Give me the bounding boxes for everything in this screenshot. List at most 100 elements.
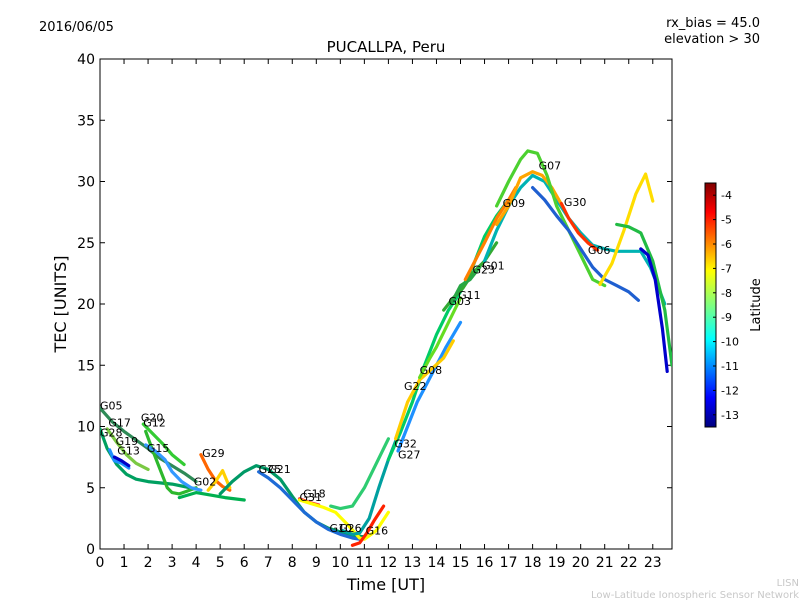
colorbar-label: Latitude [749, 278, 764, 332]
y-tick-label: 0 [86, 542, 95, 558]
satellite-label: G20 [141, 412, 164, 425]
series-line-g30-28 [559, 202, 600, 252]
satellite-label: G02 [194, 475, 217, 488]
y-tick-label: 40 [77, 52, 95, 68]
x-tick-label: 1 [120, 555, 129, 571]
elevation-label: elevation > 30 [664, 32, 760, 47]
y-tick-label: 5 [86, 481, 95, 497]
x-tick-label: 22 [620, 555, 638, 571]
colorbar-tick-label: -10 [721, 336, 739, 349]
colorbar-tick-label: -8 [721, 287, 732, 300]
satellite-label: G27 [398, 448, 421, 461]
satellite-label: G21 [268, 463, 291, 476]
satellite-label: G30 [564, 196, 587, 209]
satellite-label: G06 [588, 244, 611, 257]
x-tick-label: 18 [524, 555, 542, 571]
series-line-g02-8 [177, 491, 246, 502]
x-tick-label: 7 [264, 555, 273, 571]
x-tick-label: 3 [168, 555, 177, 571]
satellite-label: G31 [299, 491, 322, 504]
x-tick-label: 15 [452, 555, 470, 571]
satellite-label: G25 [259, 463, 282, 476]
x-axis-label: Time [UT] [346, 575, 425, 594]
colorbar-tick-label: -12 [721, 384, 739, 397]
x-tick-label: 20 [572, 555, 590, 571]
colorbar-tick-label: -11 [721, 360, 739, 373]
colorbar-tick-label: -4 [721, 189, 732, 202]
satellite-label: G05 [100, 399, 123, 412]
series-line-g23-24 [463, 186, 518, 282]
date-label: 2016/06/05 [39, 20, 114, 35]
satellite-label: G23 [473, 263, 496, 276]
series-line-g10-15 [329, 437, 390, 511]
satellite-label: G01 [482, 260, 505, 273]
x-tick-label: 5 [216, 555, 225, 571]
x-tick-label: 8 [288, 555, 297, 571]
colorbar-tick-label: -6 [721, 238, 732, 251]
series-line-g31-14 [297, 498, 390, 541]
series-line-g13-4 [112, 455, 131, 468]
satellite-label: G22 [404, 380, 427, 393]
y-tick-label: 20 [77, 297, 95, 313]
y-tick-label: 30 [77, 175, 95, 191]
satellite-label: G29 [202, 447, 225, 460]
satellite-label: G16 [366, 524, 389, 537]
satellite-label: G09 [503, 197, 526, 210]
x-tick-label: 23 [644, 555, 662, 571]
x-tick-label: 21 [596, 555, 614, 571]
series-line-g08-21 [418, 296, 463, 380]
x-tick-label: 17 [500, 555, 518, 571]
x-tick-label: 10 [331, 555, 349, 571]
series-layer [100, 149, 672, 547]
org-long-credit: Low-Latitude Ionospheric Sensor Network [591, 590, 799, 600]
satellite-label: G18 [303, 488, 326, 501]
satellite-label: G03 [448, 295, 471, 308]
colorbar-tick-label: -9 [721, 311, 732, 324]
series-line-g32-18 [386, 198, 511, 462]
colorbar-tick-label: -13 [721, 409, 739, 422]
series-line-g24-10 [206, 469, 232, 492]
x-tick-label: 13 [404, 555, 422, 571]
rx-bias-label: rx_bias = 45.0 [666, 16, 760, 31]
x-tick-label: 12 [379, 555, 397, 571]
x-tick-label: 14 [428, 555, 446, 571]
series-line-g05-0 [100, 406, 198, 484]
org-short-credit: LISN [777, 578, 799, 589]
y-tick-label: 25 [77, 236, 95, 252]
series-line-g10-31 [615, 222, 672, 367]
x-tick-label: 11 [355, 555, 373, 571]
series-line-g16-32 [639, 247, 669, 373]
colorbar-tick-label: -5 [721, 214, 732, 227]
series-line-g20-5 [141, 422, 186, 467]
satellite-label: G12 [143, 417, 166, 430]
chart-title: PUCALLPA, Peru [327, 38, 446, 56]
series-line-g19-3 [107, 448, 131, 470]
series-line-g12-6 [144, 429, 198, 496]
series-line-g06-29 [530, 186, 641, 302]
series-line-g21-12 [257, 470, 362, 541]
colorbar-tick-label: -7 [721, 262, 732, 275]
series-line-g17-2 [105, 427, 150, 471]
x-tick-label: 16 [476, 555, 494, 571]
series-line-g15-7 [144, 443, 203, 492]
x-tick-label: 9 [312, 555, 321, 571]
colorbar [704, 182, 717, 428]
satellite-label: G32 [394, 437, 417, 450]
satellite-label: G28 [100, 426, 123, 439]
satellite-label: G08 [420, 364, 443, 377]
series-line-g11-23 [449, 265, 482, 306]
satellite-label: G17 [108, 417, 131, 430]
satellite-label: G26 [339, 522, 362, 535]
series-line-g22-20 [394, 339, 455, 441]
series-line-g27-19 [396, 320, 463, 453]
x-tick-label: 0 [96, 555, 105, 571]
series-line-g16-17 [350, 504, 386, 547]
series-line-g01-25 [482, 173, 667, 306]
satellite-label: G19 [116, 435, 139, 448]
colorbar-ticks: -4 -5 -6 -7 -8 -9 -10 -11 -12 -13 [713, 189, 739, 422]
x-tick-label: 19 [548, 555, 566, 571]
y-tick-label: 15 [77, 358, 95, 374]
y-tick-label: 35 [77, 113, 95, 129]
series-line-g25-11 [218, 464, 366, 539]
